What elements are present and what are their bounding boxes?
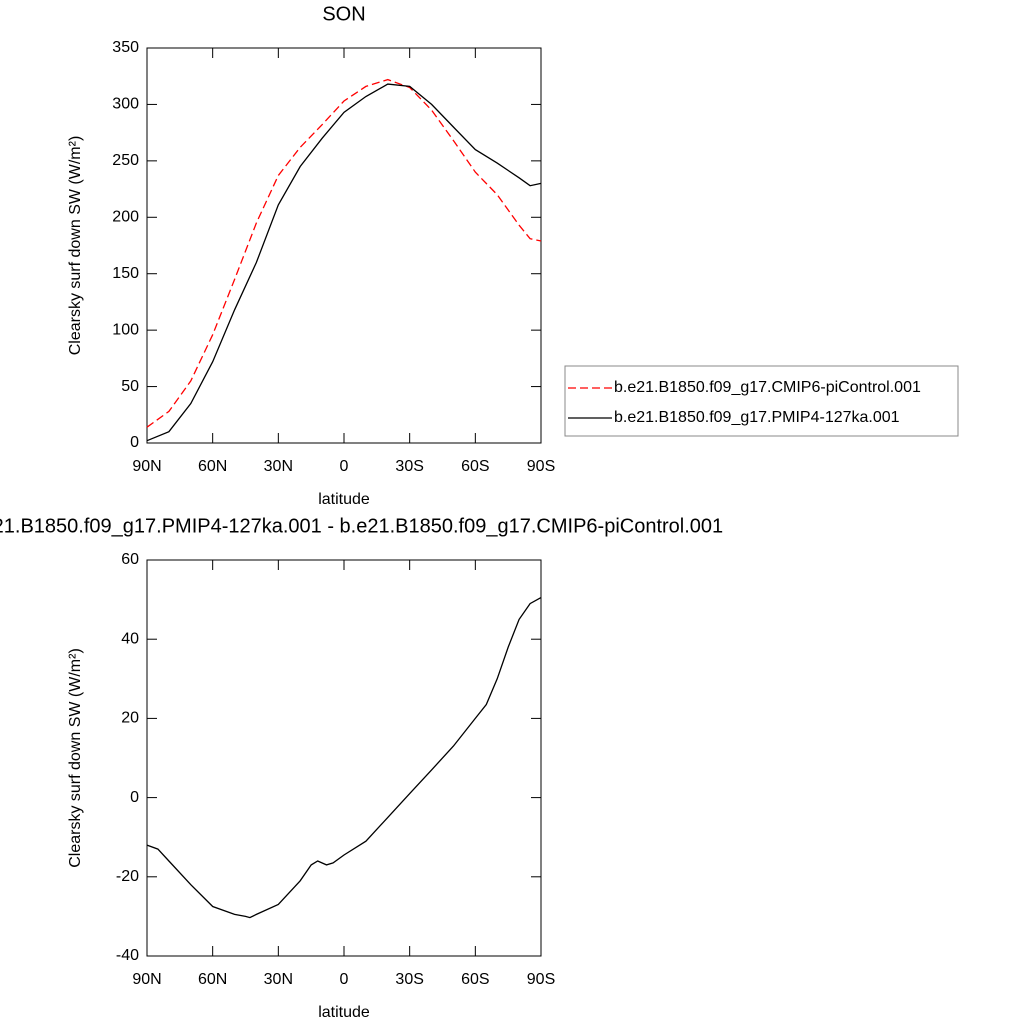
y-tick-label: 100 xyxy=(112,321,139,338)
y-tick-label: 350 xyxy=(112,39,139,56)
y-tick-label: 300 xyxy=(112,96,139,113)
series-line xyxy=(146,83,542,442)
x-axis-label: latitude xyxy=(318,1004,370,1021)
y-tick-label: 60 xyxy=(121,551,139,568)
x-tick-label: 30S xyxy=(395,971,423,988)
y-tick-label: -20 xyxy=(116,868,139,885)
y-tick-label: 0 xyxy=(130,434,139,451)
x-tick-label: 90S xyxy=(527,971,555,988)
y-tick-label: 50 xyxy=(121,378,139,395)
y-tick-label: 20 xyxy=(121,710,139,727)
x-tick-label: 60N xyxy=(198,971,227,988)
plot-frame xyxy=(146,47,542,444)
x-tick-label: 90S xyxy=(527,458,555,475)
legend-label: b.e21.B1850.f09_g17.CMIP6-piControl.001 xyxy=(614,379,921,396)
x-tick-label: 0 xyxy=(340,458,349,475)
series-line xyxy=(146,78,542,428)
x-tick-label: 30S xyxy=(395,458,423,475)
y-axis-label: Clearsky surf down SW (W/m²) xyxy=(67,648,84,868)
chart-title: SON xyxy=(322,3,365,25)
y-tick-label: 250 xyxy=(112,152,139,169)
x-tick-label: 60N xyxy=(198,458,227,475)
y-tick-label: 0 xyxy=(130,789,139,806)
series-line xyxy=(146,597,542,919)
x-tick-label: 30N xyxy=(264,971,293,988)
y-axis-label: Clearsky surf down SW (W/m²) xyxy=(67,136,84,356)
y-tick-label: 150 xyxy=(112,265,139,282)
y-tick-label: -40 xyxy=(116,947,139,964)
legend-label: b.e21.B1850.f09_g17.PMIP4-127ka.001 xyxy=(614,409,900,426)
x-tick-label: 90N xyxy=(132,971,161,988)
x-tick-label: 90N xyxy=(132,458,161,475)
x-tick-label: 0 xyxy=(340,971,349,988)
y-tick-label: 40 xyxy=(121,630,139,647)
legend-box xyxy=(564,365,959,437)
x-tick-label: 60S xyxy=(461,971,489,988)
y-tick-label: 200 xyxy=(112,209,139,226)
plot-frame xyxy=(146,559,542,957)
x-tick-label: 60S xyxy=(461,458,489,475)
x-axis-label: latitude xyxy=(318,491,370,508)
x-tick-label: 30N xyxy=(264,458,293,475)
chart-title: b.e21.B1850.f09_g17.PMIP4-127ka.001 - b.… xyxy=(0,515,723,537)
